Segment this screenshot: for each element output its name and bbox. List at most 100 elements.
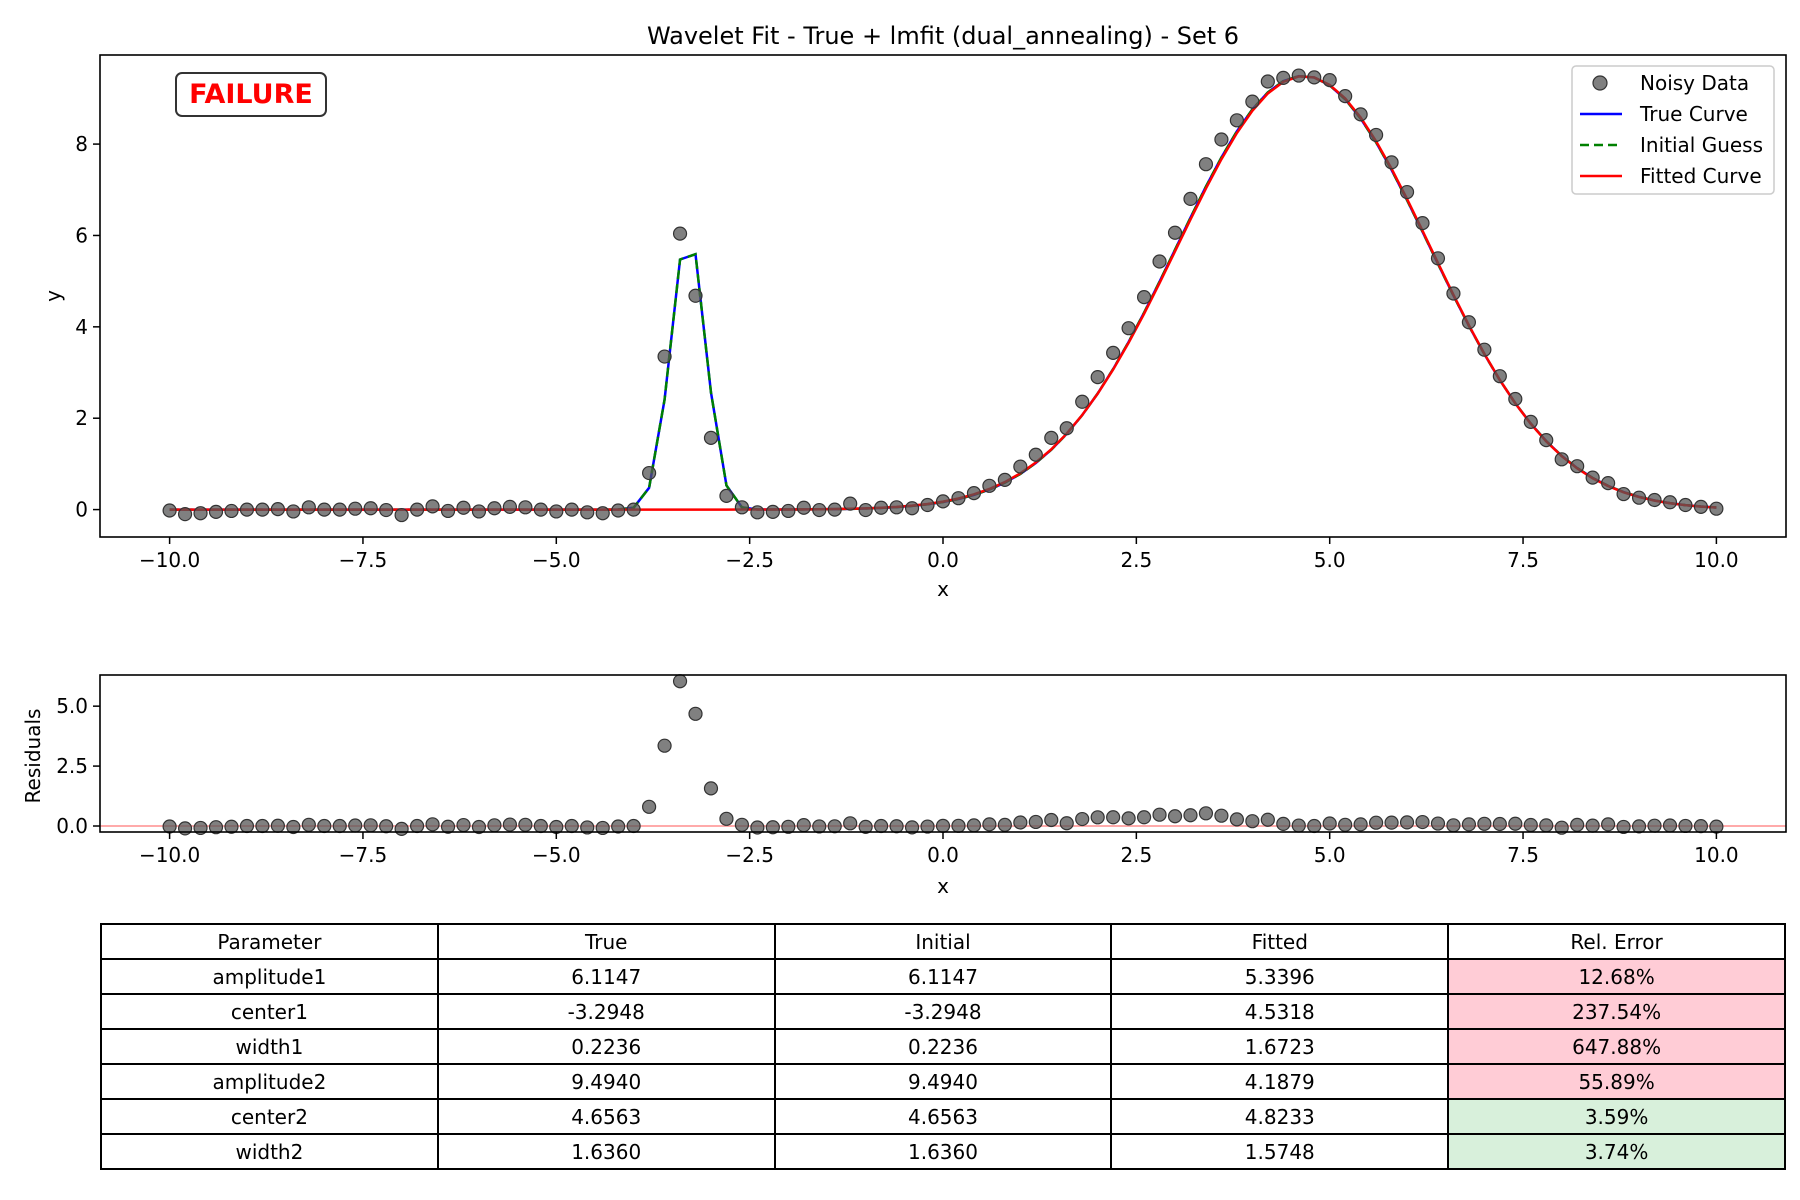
- residual-point: [1662, 818, 1678, 833]
- residual-point: [1616, 819, 1631, 835]
- residual-point: [827, 819, 842, 834]
- residual-point: [224, 819, 239, 834]
- residual-point: [1399, 815, 1415, 830]
- residual-point: [487, 818, 502, 833]
- data-point: [1647, 492, 1662, 508]
- residual-point: [1353, 817, 1368, 832]
- main-y-ticks: 0 2 4 6 8: [75, 132, 100, 522]
- data-point: [1601, 475, 1616, 491]
- residual-point: [1059, 816, 1074, 831]
- data-point: [611, 503, 626, 518]
- main-y-axis-label: y: [41, 290, 65, 302]
- x-tick-label: 10.0: [1694, 843, 1739, 867]
- residual-point: [1678, 818, 1693, 834]
- data-point: [688, 288, 703, 303]
- data-point: [1492, 369, 1507, 384]
- residual-point: [765, 820, 780, 835]
- data-point: [874, 500, 889, 515]
- data-point: [827, 502, 842, 517]
- y-tick-label: 6: [75, 223, 88, 247]
- residual-point: [982, 817, 997, 832]
- legend-label-initial-guess: Initial Guess: [1640, 133, 1763, 157]
- data-point: [348, 501, 363, 516]
- y-tick-label: 0: [75, 498, 88, 522]
- data-point: [440, 503, 456, 519]
- residual-point: [1028, 814, 1043, 830]
- data-point: [1353, 107, 1368, 122]
- table-row: width1 0.2236 0.2236 1.6723 647.88%: [100, 1028, 1786, 1065]
- data-point: [951, 491, 966, 506]
- residual-point: [317, 818, 332, 834]
- data-point: [1523, 414, 1538, 429]
- residual-point: [734, 817, 750, 832]
- data-point: [1276, 70, 1291, 85]
- x-tick-label: −5.0: [532, 843, 581, 867]
- residual-point: [1693, 819, 1709, 834]
- residual-point: [348, 818, 363, 833]
- residual-point: [951, 818, 966, 833]
- data-point: [626, 502, 641, 517]
- data-point: [456, 500, 471, 515]
- data-point: [1044, 430, 1059, 445]
- residuals-plot-frame: [99, 674, 1787, 833]
- residual-point: [456, 817, 471, 833]
- table-header-cell: Rel. Error: [1447, 923, 1786, 960]
- residual-point: [688, 706, 703, 721]
- initial-guess-line: [169, 74, 1717, 511]
- residual-point: [1307, 818, 1322, 834]
- residual-point: [1631, 819, 1647, 834]
- data-point: [703, 430, 719, 445]
- residual-point: [626, 818, 641, 834]
- data-point: [1090, 369, 1105, 385]
- table-cell: 0.2236: [773, 1028, 1113, 1065]
- residual-point: [1709, 819, 1724, 834]
- residual-point: [1508, 816, 1523, 831]
- data-point: [549, 504, 564, 519]
- data-point: [332, 502, 347, 517]
- data-point: [1693, 499, 1709, 514]
- residual-point: [812, 819, 827, 834]
- residual-point: [1136, 810, 1152, 825]
- residual-point: [1013, 815, 1028, 830]
- data-point: [1415, 216, 1430, 231]
- table-cell: amplitude1: [100, 958, 439, 995]
- residual-point: [719, 811, 734, 826]
- y-tick-label: 2.5: [56, 754, 88, 778]
- data-point: [1198, 157, 1214, 172]
- residuals-x-ticks: −10.0 −7.5 −5.0 −2.5 0.0 2.5 5.0 7.5 10.0: [139, 832, 1739, 867]
- residual-point: [874, 818, 889, 834]
- table-cell: 0.2236: [436, 1028, 776, 1065]
- data-point: [409, 502, 425, 517]
- table-cell: 1.5748: [1110, 1133, 1450, 1170]
- table-row: width2 1.6360 1.6360 1.5748 3.74%: [100, 1133, 1786, 1170]
- parameter-table: Parameter True Initial Fitted Rel. Error…: [100, 923, 1786, 1170]
- main-plot-frame: [99, 54, 1787, 538]
- data-point: [286, 504, 301, 519]
- legend-item-true-curve: True Curve: [1580, 102, 1748, 126]
- table-row: center1 -3.2948 -3.2948 4.5318 237.54%: [100, 993, 1786, 1030]
- data-point: [1678, 497, 1693, 513]
- residuals-plot: −10.0 −7.5 −5.0 −2.5 0.0 2.5 5.0 7.5 10.0 0.0 2.5…: [21, 674, 1787, 898]
- residual-point: [1477, 816, 1492, 831]
- table-row: center2 4.6563 4.6563 4.8233 3.59%: [100, 1098, 1786, 1135]
- data-point: [966, 486, 982, 501]
- data-point: [997, 472, 1012, 487]
- table-header-cell: Parameter: [100, 923, 439, 960]
- data-point: [1384, 155, 1399, 170]
- table-row: amplitude2 9.4940 9.4940 4.1879 55.89%: [100, 1063, 1786, 1100]
- x-tick-label: 5.0: [1314, 843, 1346, 867]
- data-point: [1399, 184, 1415, 200]
- data-point: [1229, 113, 1244, 128]
- data-point: [208, 504, 224, 519]
- residual-point: [1276, 816, 1291, 832]
- table-cell: -3.2948: [773, 993, 1113, 1030]
- residual-point: [672, 674, 688, 689]
- residual-point: [1492, 816, 1507, 832]
- residual-point: [1106, 810, 1121, 825]
- rel-error-cell: 647.88%: [1447, 1028, 1786, 1065]
- legend-label-noisy-data: Noisy Data: [1640, 71, 1749, 95]
- data-point: [982, 478, 997, 493]
- data-point: [1214, 132, 1229, 147]
- main-data-points: [162, 68, 1724, 523]
- table-cell: 1.6360: [773, 1133, 1113, 1170]
